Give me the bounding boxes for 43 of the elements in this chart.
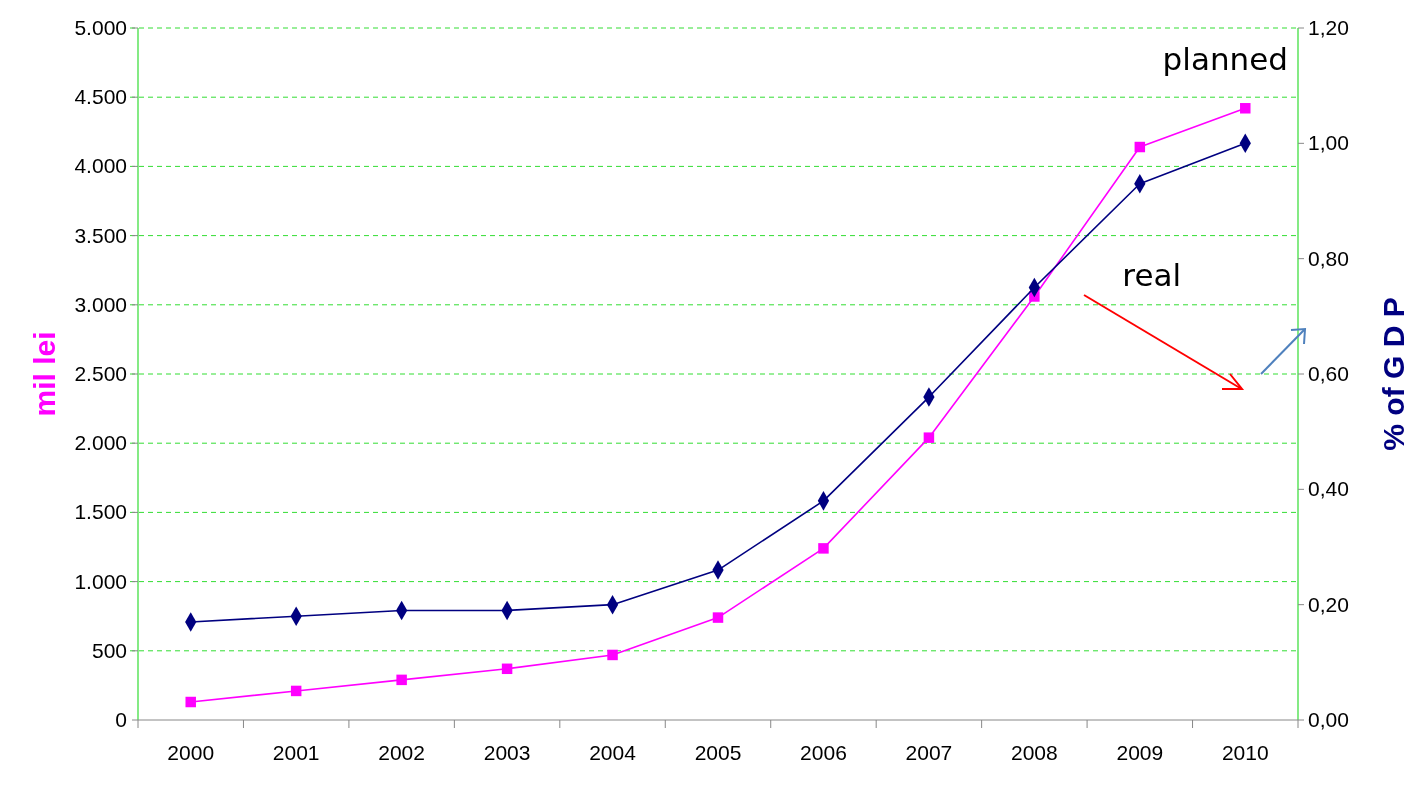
x-tick-label: 2000 <box>167 741 215 764</box>
y2-tick-label: 1,00 <box>1308 131 1349 155</box>
point <box>1240 103 1251 114</box>
y-tick-label: 2.000 <box>74 431 127 455</box>
y-tick-label: 500 <box>91 638 127 662</box>
y-tick-label: 2.500 <box>74 362 127 385</box>
x-tick-label: 2009 <box>1116 741 1164 764</box>
y-tick-label: 3.000 <box>74 292 127 316</box>
point <box>396 674 407 686</box>
point <box>712 612 724 623</box>
y-tick-label: 3.500 <box>74 223 127 247</box>
y-tick-label: 0 <box>115 708 127 731</box>
x-tick-label: 2007 <box>905 741 953 764</box>
point <box>501 663 513 675</box>
y-axis-title: mil lei <box>28 331 61 417</box>
point <box>290 685 302 697</box>
y-tick-label: 1.500 <box>74 500 127 524</box>
x-tick-label: 2004 <box>589 741 637 764</box>
point <box>1134 141 1146 153</box>
y-tick-label: 4.000 <box>74 154 127 178</box>
y2-axis-title: % of G D P <box>1377 297 1410 451</box>
x-tick-label: 2010 <box>1221 741 1269 764</box>
series-label: real <box>1122 256 1182 293</box>
y-tick-label: 5.000 <box>74 16 127 39</box>
y2-tick-label: 0,40 <box>1308 477 1349 501</box>
y-tick-label: 1.000 <box>74 569 127 593</box>
y2-tick-label: 0,20 <box>1308 592 1349 616</box>
y2-tick-label: 0,60 <box>1308 362 1349 385</box>
y2-tick-label: 1,20 <box>1308 16 1349 39</box>
x-tick-label: 2005 <box>694 741 742 764</box>
series-label: planned <box>1162 41 1288 78</box>
x-tick-label: 2003 <box>483 741 531 764</box>
y2-tick-label: 0,80 <box>1308 246 1349 270</box>
point <box>923 432 935 443</box>
point <box>185 696 196 708</box>
y2-tick-label: 0,00 <box>1308 708 1349 731</box>
y-tick-label: 4.500 <box>74 85 127 109</box>
point <box>607 649 618 661</box>
point <box>818 543 829 554</box>
x-tick-label: 2006 <box>800 741 847 764</box>
x-tick-label: 2001 <box>272 741 320 764</box>
x-tick-label: 2002 <box>378 741 425 764</box>
x-tick-label: 2008 <box>1011 741 1058 764</box>
